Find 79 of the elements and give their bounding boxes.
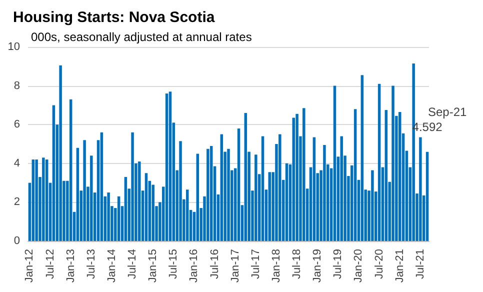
bar xyxy=(186,190,189,241)
bar xyxy=(371,170,374,241)
x-tick-label: Jul-18 xyxy=(291,249,304,279)
bar xyxy=(59,65,62,241)
bar xyxy=(360,75,364,241)
bar xyxy=(144,173,148,241)
bar xyxy=(292,118,295,241)
bar xyxy=(398,112,402,241)
bar xyxy=(35,160,38,241)
bar xyxy=(152,184,154,241)
x-tick-label: Jan-21 xyxy=(394,249,406,283)
x-tick-label: Jul-13 xyxy=(85,249,98,279)
x-tick-label: Jul-12 xyxy=(44,249,56,279)
x-tick-label: Jul-20 xyxy=(373,249,386,279)
bar xyxy=(45,160,48,241)
bar xyxy=(42,158,45,241)
bar xyxy=(168,92,172,241)
bar xyxy=(165,94,168,241)
bar xyxy=(52,105,56,241)
y-tick-label: 8 xyxy=(14,80,20,92)
bar xyxy=(340,136,343,241)
bar xyxy=(244,112,248,241)
y-tick-label: 2 xyxy=(14,196,20,208)
bar xyxy=(285,163,288,241)
bar xyxy=(302,108,306,241)
bar xyxy=(354,109,357,241)
bar xyxy=(117,196,120,241)
bar xyxy=(179,141,182,241)
bar xyxy=(138,161,141,241)
annotation: Sep-21 xyxy=(428,105,468,119)
bar xyxy=(210,146,213,241)
bar xyxy=(83,140,86,241)
bar xyxy=(206,148,210,241)
bar xyxy=(124,176,128,241)
bar xyxy=(261,136,264,241)
bar xyxy=(196,154,200,241)
bar xyxy=(100,132,104,241)
y-tick-label: 6 xyxy=(14,118,20,131)
x-tick-label: Jul-19 xyxy=(332,249,344,279)
bar xyxy=(76,148,80,241)
bar xyxy=(419,137,422,241)
x-tick-label: Jul-17 xyxy=(250,249,262,279)
bar xyxy=(254,154,258,241)
bar xyxy=(278,134,282,241)
x-tick-label: Jan-12 xyxy=(24,249,36,283)
x-tick-label: Jul-14 xyxy=(126,249,139,279)
bar xyxy=(69,99,72,241)
bar xyxy=(378,84,381,241)
y-tick-label: 10 xyxy=(8,41,20,53)
y-tick-label: 0 xyxy=(14,235,20,247)
x-tick-label: Jan-13 xyxy=(64,249,77,283)
bar xyxy=(32,160,35,241)
bar xyxy=(90,156,93,241)
bar xyxy=(237,128,240,241)
x-tick-label: Jan-16 xyxy=(188,249,200,283)
bar xyxy=(312,137,316,241)
bar xyxy=(384,110,388,241)
bar xyxy=(333,86,336,241)
x-tick-label: Jan-18 xyxy=(270,249,282,283)
bar xyxy=(296,114,298,241)
bar xyxy=(220,134,224,241)
chart-subtitle: 000s, seasonally adjusted at annual rates xyxy=(31,30,252,44)
bar xyxy=(131,132,134,241)
x-tick-label: Jan-19 xyxy=(312,249,324,283)
bar xyxy=(227,148,230,241)
x-tick-label: Jul-15 xyxy=(168,249,180,279)
bar xyxy=(107,192,110,241)
y-tick-label: 4 xyxy=(14,157,20,170)
x-tick-label: Jan-20 xyxy=(352,249,365,283)
x-tick-label: Jan-15 xyxy=(147,249,160,283)
chart-title: Housing Starts: Nova Scotia xyxy=(13,9,216,26)
x-tick-label: Jan-17 xyxy=(229,249,242,283)
bar xyxy=(392,86,394,241)
bar xyxy=(323,144,326,241)
bar xyxy=(268,172,271,241)
x-tick-label: Jul-16 xyxy=(208,249,221,279)
bar xyxy=(426,152,429,241)
x-tick-label: Jul-21 xyxy=(414,249,426,279)
x-tick-label: Jan-14 xyxy=(106,249,118,283)
